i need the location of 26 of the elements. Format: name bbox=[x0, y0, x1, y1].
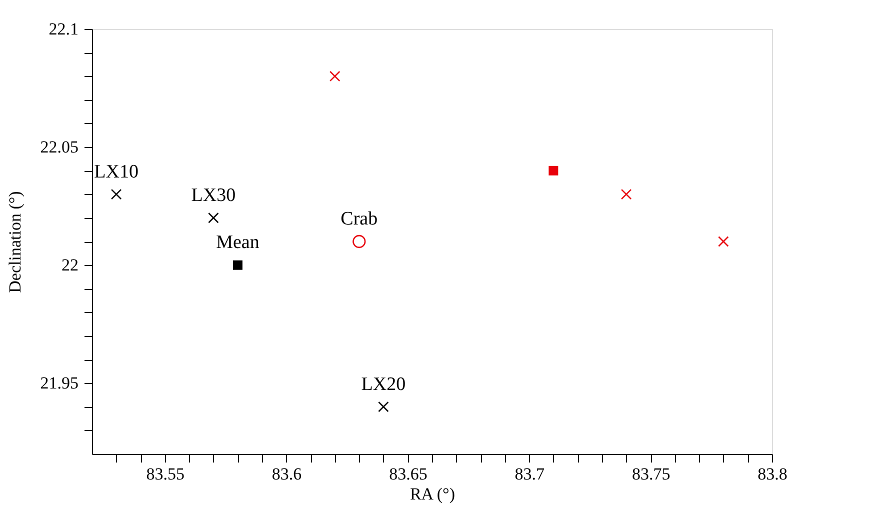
y-axis-title: Declination (°) bbox=[5, 191, 24, 293]
point bbox=[329, 70, 340, 82]
y-tick-label: 21.95 bbox=[40, 374, 78, 393]
annotation: LX10 bbox=[94, 161, 138, 182]
x-tick-label: 83.55 bbox=[146, 464, 184, 484]
point bbox=[352, 234, 366, 248]
annotation: LX30 bbox=[191, 184, 236, 206]
y-tick-label: 22.1 bbox=[48, 20, 78, 38]
point bbox=[620, 188, 632, 200]
annotation: LX20 bbox=[361, 374, 406, 395]
point bbox=[232, 260, 242, 270]
annotation: Crab bbox=[340, 208, 378, 230]
x-tick-label: 83.8 bbox=[758, 464, 788, 484]
x-axis-title: RA (°) bbox=[410, 484, 456, 504]
point bbox=[718, 236, 729, 247]
x-tick-label: 83.75 bbox=[632, 464, 670, 484]
point bbox=[208, 212, 219, 224]
point bbox=[548, 166, 558, 176]
x-tick-label: 83.65 bbox=[389, 464, 428, 484]
y-tick-label: 22.05 bbox=[40, 138, 78, 157]
y-tick-label: 22 bbox=[62, 256, 78, 275]
point bbox=[110, 188, 122, 200]
annotation: Mean bbox=[216, 232, 260, 254]
x-tick-label: 83.6 bbox=[272, 464, 302, 484]
point bbox=[378, 401, 389, 412]
x-tick-label: 83.7 bbox=[514, 464, 546, 484]
